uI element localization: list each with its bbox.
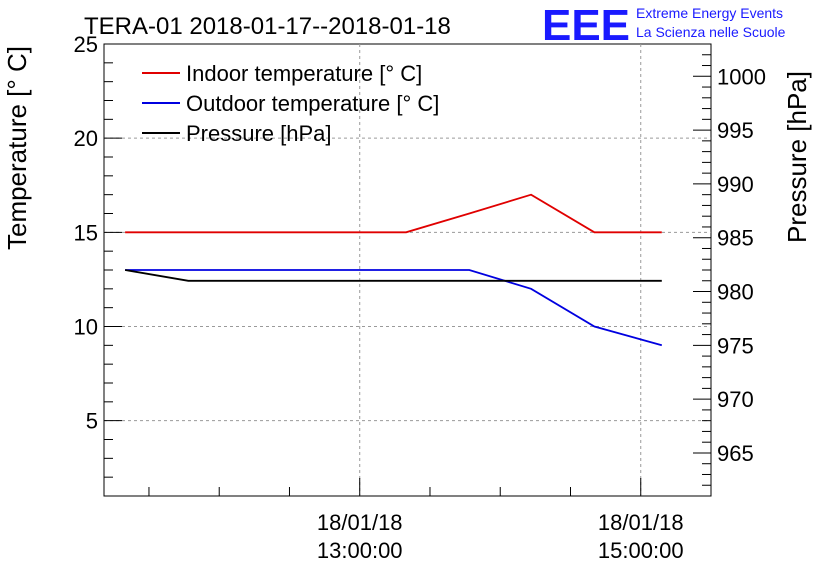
series-lines <box>124 193 663 347</box>
y2-tick-label: 985 <box>717 226 754 251</box>
y2-tick-label: 1000 <box>717 64 766 89</box>
series-line-1 <box>125 269 663 347</box>
y2-tick-label: 990 <box>717 172 754 197</box>
series-line-0 <box>125 193 662 234</box>
y2-tick-label: 995 <box>717 118 754 143</box>
y-tick-label: 10 <box>74 315 98 340</box>
y-tick-label: 20 <box>74 126 98 151</box>
y2-axis-label: Pressure [hPa] <box>782 71 812 243</box>
series-line-2 <box>124 269 662 282</box>
x-tick-label-time: 13:00:00 <box>317 538 403 563</box>
y2-tick-label: 970 <box>717 387 754 412</box>
y-axis-label: Temperature [° C] <box>2 46 32 250</box>
y-tick-label: 25 <box>74 32 98 57</box>
x-tick-label-date: 18/01/18 <box>598 510 684 535</box>
legend-label-indoor: Indoor temperature [° C] <box>186 61 422 86</box>
x-tick-label-time: 15:00:00 <box>598 538 684 563</box>
axis-ticks: 5 10 15 20 25 965 970 975 980 985 990 995 1000 18/01/… <box>74 32 766 563</box>
y2-tick-label: 975 <box>717 333 754 358</box>
y-tick-label: 5 <box>86 409 98 434</box>
legend: Indoor temperature [° C] Outdoor tempera… <box>142 61 439 146</box>
logo-line-1: Extreme Energy Events <box>636 5 783 21</box>
eee-logo: EEE Extreme Energy Events La Scienza nel… <box>542 1 786 50</box>
x-tick-label-date: 18/01/18 <box>317 510 403 535</box>
legend-label-pressure: Pressure [hPa] <box>186 121 332 146</box>
chart-title: TERA-01 2018-01-17--2018-01-18 <box>84 13 451 40</box>
legend-label-outdoor: Outdoor temperature [° C] <box>186 91 439 116</box>
logo-line-2: La Scienza nelle Scuole <box>636 24 786 40</box>
eee-logo-mark: EEE <box>542 1 630 50</box>
y2-tick-label: 980 <box>717 280 754 305</box>
y2-tick-label: 965 <box>717 441 754 466</box>
y-tick-label: 15 <box>74 220 98 245</box>
